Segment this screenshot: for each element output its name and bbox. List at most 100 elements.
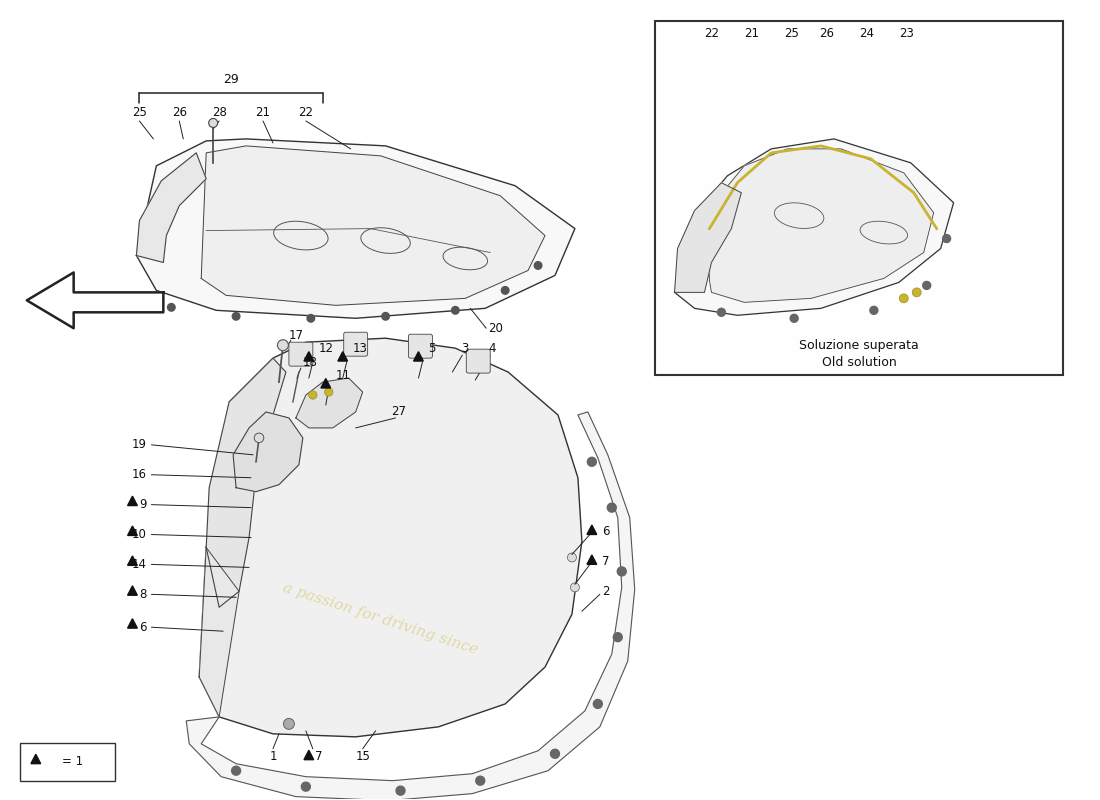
Text: Soluzione superata: Soluzione superata	[799, 338, 918, 352]
Text: 21: 21	[255, 106, 271, 119]
Text: 17: 17	[289, 329, 304, 342]
Circle shape	[209, 118, 218, 127]
Text: 12: 12	[319, 342, 333, 354]
Text: 29: 29	[223, 73, 239, 86]
Circle shape	[476, 776, 485, 785]
Circle shape	[307, 314, 315, 322]
Text: 8: 8	[139, 588, 146, 601]
Text: 26: 26	[820, 26, 835, 40]
Circle shape	[790, 314, 799, 322]
Circle shape	[535, 262, 542, 270]
Circle shape	[502, 286, 509, 294]
Text: 10: 10	[132, 528, 146, 541]
Text: 6: 6	[139, 621, 146, 634]
Text: 3: 3	[462, 342, 469, 354]
Text: 19: 19	[131, 438, 146, 451]
Text: 24: 24	[859, 26, 874, 40]
Text: 14: 14	[131, 558, 146, 571]
Circle shape	[301, 782, 310, 791]
Circle shape	[571, 583, 580, 592]
Text: 22: 22	[704, 26, 719, 40]
Text: 5: 5	[428, 342, 436, 354]
Polygon shape	[128, 618, 138, 628]
Text: 22: 22	[298, 106, 314, 119]
Polygon shape	[136, 153, 206, 262]
Text: 16: 16	[131, 468, 146, 482]
Text: 21: 21	[744, 26, 759, 40]
Polygon shape	[128, 496, 138, 506]
Polygon shape	[31, 754, 41, 764]
Polygon shape	[128, 586, 138, 595]
Polygon shape	[304, 750, 313, 760]
Circle shape	[587, 458, 596, 466]
Circle shape	[232, 313, 240, 320]
Text: 4: 4	[488, 342, 496, 354]
Circle shape	[923, 282, 931, 290]
Text: 26: 26	[172, 106, 187, 119]
Polygon shape	[199, 547, 239, 717]
Polygon shape	[304, 352, 313, 361]
Text: 28: 28	[211, 106, 227, 119]
FancyBboxPatch shape	[289, 342, 312, 366]
Text: 2: 2	[602, 585, 609, 598]
Circle shape	[617, 567, 626, 576]
Polygon shape	[296, 378, 363, 428]
Circle shape	[382, 313, 389, 320]
FancyBboxPatch shape	[408, 334, 432, 358]
FancyBboxPatch shape	[654, 22, 1064, 375]
Polygon shape	[674, 139, 954, 315]
FancyBboxPatch shape	[343, 332, 367, 356]
FancyBboxPatch shape	[466, 349, 491, 373]
Circle shape	[451, 306, 459, 314]
Polygon shape	[136, 139, 575, 318]
Circle shape	[277, 340, 288, 350]
Text: 23: 23	[900, 26, 914, 40]
Polygon shape	[206, 358, 286, 607]
Circle shape	[568, 553, 576, 562]
Polygon shape	[674, 182, 741, 292]
Text: a passion for driving since: a passion for driving since	[282, 581, 480, 658]
Text: 15: 15	[355, 750, 370, 763]
Circle shape	[167, 303, 175, 311]
Circle shape	[232, 766, 241, 775]
Polygon shape	[587, 555, 596, 564]
Polygon shape	[710, 149, 934, 302]
Circle shape	[870, 306, 878, 314]
Circle shape	[607, 503, 616, 512]
Circle shape	[593, 699, 603, 709]
Circle shape	[396, 786, 405, 795]
Circle shape	[912, 288, 921, 297]
Text: 25: 25	[783, 26, 799, 40]
Text: 7: 7	[602, 555, 609, 568]
Polygon shape	[338, 352, 348, 361]
Circle shape	[943, 234, 950, 242]
Polygon shape	[321, 378, 331, 388]
Polygon shape	[128, 526, 138, 535]
Polygon shape	[414, 352, 424, 361]
Circle shape	[717, 308, 725, 316]
Polygon shape	[199, 338, 582, 737]
Text: 9: 9	[139, 498, 146, 511]
Circle shape	[550, 750, 560, 758]
Text: 13: 13	[353, 342, 367, 354]
Text: 25: 25	[132, 106, 147, 119]
Text: Old solution: Old solution	[822, 356, 896, 369]
Circle shape	[324, 388, 333, 396]
Polygon shape	[128, 556, 138, 566]
Text: = 1: = 1	[62, 754, 82, 768]
Circle shape	[284, 718, 295, 730]
Polygon shape	[186, 412, 635, 800]
Polygon shape	[26, 273, 163, 328]
Text: 11: 11	[336, 369, 351, 382]
Polygon shape	[201, 146, 544, 306]
Circle shape	[614, 633, 623, 642]
Text: 6: 6	[602, 525, 609, 538]
Text: 7: 7	[315, 750, 322, 763]
Text: 1: 1	[270, 750, 277, 763]
Text: 27: 27	[390, 406, 406, 418]
Circle shape	[309, 391, 317, 399]
Text: 18: 18	[302, 356, 318, 369]
Circle shape	[900, 294, 909, 303]
Polygon shape	[587, 525, 596, 534]
FancyBboxPatch shape	[20, 743, 114, 781]
